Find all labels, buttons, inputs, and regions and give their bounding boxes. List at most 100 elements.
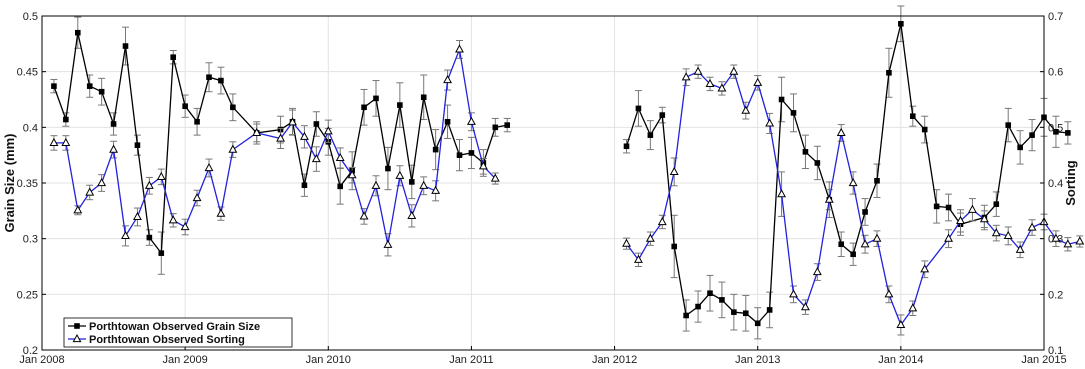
data-point [63,116,69,123]
data-point [693,66,703,75]
y-axis-label-left: Grain Size (mm) [2,134,17,233]
data-point [158,250,165,256]
data-point [683,312,689,319]
data-point [61,137,71,147]
data-point [73,205,83,214]
y-tick-label-right: 0.2 [1048,289,1063,301]
y-tick-label-right: 0.7 [1048,11,1063,23]
data-point [144,180,154,189]
data-point [765,118,775,127]
data-point [729,66,739,75]
data-point [956,215,965,224]
data-point [359,211,369,220]
data-point [695,303,701,310]
data-point [371,180,381,189]
y-tick-label-left: 0.4 [23,122,38,134]
x-tick-label: Jan 2014 [878,354,923,366]
data-point [777,189,787,198]
x-tick-label: Jan 2015 [1021,354,1066,366]
data-point [789,289,798,298]
data-point [97,177,107,187]
data-point [933,203,940,210]
data-point [1063,239,1073,248]
data-point [337,183,344,190]
data-point [456,152,463,158]
y-tick-label-left: 0.3 [23,234,38,246]
data-point [635,105,642,112]
data-point [230,104,236,111]
data-point [622,238,631,247]
data-point [802,149,809,155]
data-point [1027,222,1037,231]
data-point [898,20,904,27]
data-point [979,214,989,223]
data-point [860,239,870,248]
data-point [884,289,894,298]
data-point [753,77,763,86]
data-point [623,143,630,150]
data-point [194,118,200,125]
data-point [478,161,488,170]
data-point [647,132,654,138]
data-point [945,204,952,211]
data-point [407,210,417,219]
data-point [420,94,427,101]
series-grain-size [50,5,1072,340]
data-point [862,209,868,215]
data-point [301,182,308,189]
data-point [168,215,178,224]
data-point [659,112,666,118]
y-tick-label-left: 0.45 [17,67,38,79]
data-point [218,77,224,84]
data-point [49,137,59,147]
data-point [1075,236,1085,245]
data-point [1015,244,1025,253]
y-tick-label-left: 0.25 [17,289,38,301]
data-point [741,105,751,114]
legend-marker-triangle [72,333,82,343]
data-point [921,126,928,133]
ticks: Jan 2008 Jan 2009 Jan 2010 Jan 2011 Jan 2012… [17,11,1067,366]
data-point [492,124,499,131]
data-point [1053,128,1059,135]
data-point [800,302,810,311]
data-point [228,144,238,153]
data-point [967,204,977,213]
data-point [170,54,177,60]
data-point [944,233,954,242]
y-tick-label-right: 0.6 [1048,67,1063,79]
data-point [671,243,678,250]
data-point [681,72,691,81]
data-point [373,95,379,102]
data-point [993,201,1000,207]
data-point [669,166,679,175]
data-point [299,131,309,140]
data-point [313,121,320,127]
data-point [395,170,405,179]
legend-marker-square [74,323,80,329]
data-point [51,83,57,89]
data-point [110,121,117,127]
data-point [182,103,188,109]
data-point [778,96,785,103]
data-point [1029,132,1035,138]
legend-entry-grain-size: Porthtowan Observed Grain Size [89,321,260,333]
data-point [814,160,821,166]
data-point [206,74,212,81]
data-point [431,185,441,194]
data-point [766,307,773,313]
data-point [754,320,761,327]
data-point [920,264,930,273]
y-tick-label-left: 0.35 [17,178,38,190]
data-point [991,228,1001,237]
data-point [633,254,643,263]
data-point [1017,144,1023,151]
data-point [156,171,166,180]
data-point [397,102,403,108]
data-point [824,194,834,203]
data-point [276,133,286,142]
data-point [419,180,429,189]
data-point [180,221,190,231]
legend-entry-sorting: Porthtowan Observed Sorting [89,334,245,346]
